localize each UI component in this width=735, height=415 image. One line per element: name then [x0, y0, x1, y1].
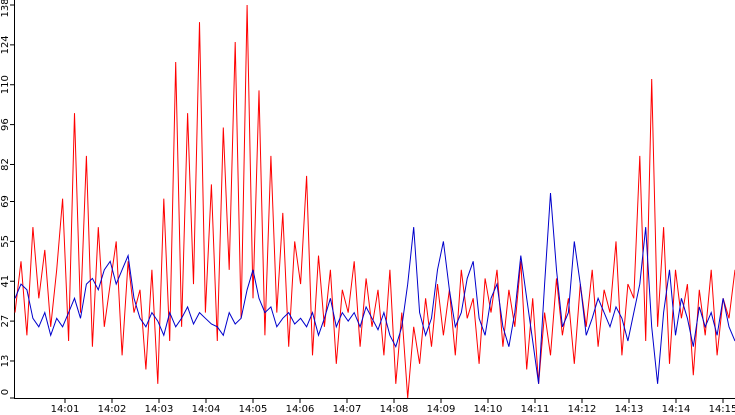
x-tick-label: 14:10: [474, 404, 503, 415]
y-tick-label: 69: [0, 195, 11, 208]
x-tick-label: 14:11: [521, 404, 550, 415]
y-tick-label: 27: [0, 315, 11, 328]
x-tick-label: 14:04: [192, 404, 221, 415]
x-tick-label: 14:06: [286, 404, 315, 415]
x-tick-label: 14:13: [615, 404, 644, 415]
x-tick-label: 14:09: [427, 404, 456, 415]
y-tick-label: 55: [0, 235, 11, 248]
x-tick-label: 14:07: [333, 404, 362, 415]
x-tick-label: 14:01: [51, 404, 80, 415]
x-tick-label: 14:05: [239, 404, 268, 415]
y-tick-label: 96: [0, 118, 11, 131]
x-tick-label: 14:14: [662, 404, 691, 415]
y-tick-label: 41: [0, 275, 11, 288]
series-line: [14, 4, 735, 399]
x-tick-label: 14:02: [98, 404, 127, 415]
y-tick-label: 124: [0, 35, 11, 54]
y-tick-label: 0: [0, 389, 11, 395]
x-tick-label: 14:08: [380, 404, 409, 415]
y-tick-label: 13: [0, 355, 11, 368]
x-tick-label: 14:12: [568, 404, 597, 415]
series-line: [14, 192, 735, 384]
y-tick-label: 82: [0, 158, 11, 171]
x-tick-label: 14:15: [709, 404, 735, 415]
y-tick-label: 138: [0, 0, 11, 18]
y-tick-label: 110: [0, 75, 11, 94]
x-tick-label: 14:03: [145, 404, 174, 415]
